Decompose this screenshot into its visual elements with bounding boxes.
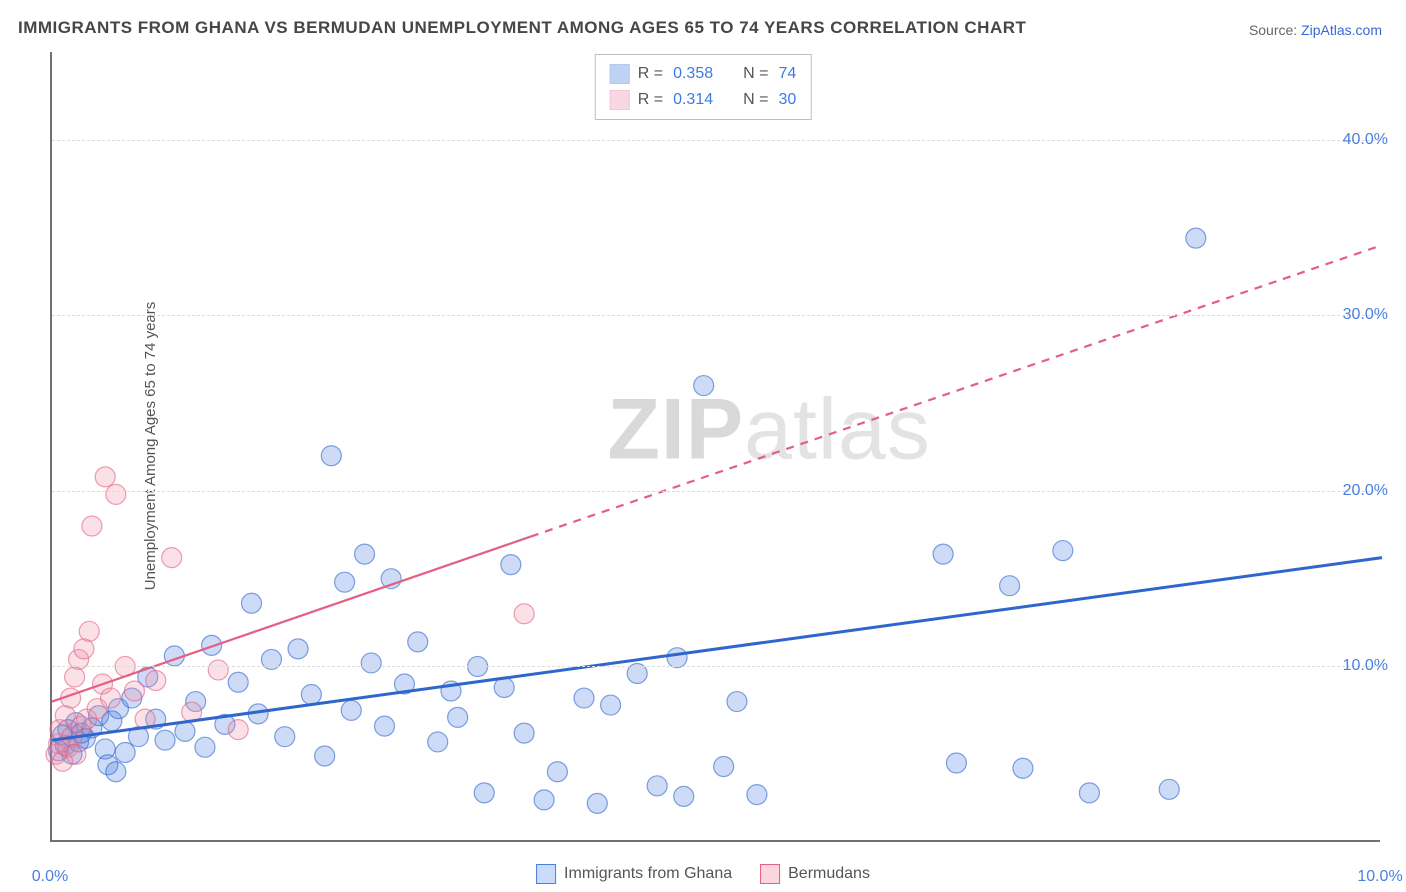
data-point: [514, 604, 534, 624]
y-tick-label: 40.0%: [1343, 131, 1388, 149]
legend-r-value: 0.358: [673, 61, 713, 87]
legend-n-value: 74: [778, 61, 796, 87]
legend-stats: R = 0.358 N = 74 R = 0.314 N = 30: [595, 54, 812, 120]
data-point: [408, 632, 428, 652]
chart-title: IMMIGRANTS FROM GHANA VS BERMUDAN UNEMPL…: [18, 18, 1026, 38]
data-point: [474, 783, 494, 803]
data-point: [228, 720, 248, 740]
data-point: [694, 376, 714, 396]
y-tick-label: 10.0%: [1343, 657, 1388, 675]
legend-swatch: [760, 864, 780, 884]
data-point: [727, 692, 747, 712]
data-point: [146, 670, 166, 690]
data-point: [647, 776, 667, 796]
data-point: [79, 621, 99, 641]
data-point: [162, 548, 182, 568]
data-point: [375, 716, 395, 736]
data-point: [124, 681, 144, 701]
legend-r-value: 0.314: [673, 87, 713, 113]
data-point: [106, 762, 126, 782]
legend-n-prefix: N =: [743, 61, 768, 87]
data-point: [714, 757, 734, 777]
data-point: [587, 793, 607, 813]
gridline: [52, 491, 1380, 492]
legend-r-prefix: R =: [638, 87, 663, 113]
data-point: [361, 653, 381, 673]
chart-container: IMMIGRANTS FROM GHANA VS BERMUDAN UNEMPL…: [0, 0, 1406, 892]
data-point: [547, 762, 567, 782]
legend-label: Immigrants from Ghana: [564, 865, 732, 883]
data-point: [106, 484, 126, 504]
data-point: [208, 660, 228, 680]
legend-item: Immigrants from Ghana: [536, 864, 732, 884]
data-point: [115, 742, 135, 762]
data-point: [95, 467, 115, 487]
data-point: [301, 685, 321, 705]
x-tick-label: 0.0%: [32, 868, 68, 886]
source-prefix: Source:: [1249, 22, 1301, 38]
data-point: [175, 721, 195, 741]
data-point: [601, 695, 621, 715]
gridline: [52, 666, 1380, 667]
data-point: [65, 667, 85, 687]
data-point: [321, 446, 341, 466]
data-point: [228, 672, 248, 692]
data-point: [747, 785, 767, 805]
data-point: [242, 593, 262, 613]
legend-swatch: [610, 64, 630, 84]
chart-source: Source: ZipAtlas.com: [1249, 22, 1382, 38]
data-point: [1186, 228, 1206, 248]
data-point: [66, 744, 86, 764]
trend-line-dash: [531, 245, 1382, 536]
data-point: [288, 639, 308, 659]
data-point: [101, 688, 121, 708]
data-point: [1013, 758, 1033, 778]
y-tick-label: 30.0%: [1343, 306, 1388, 324]
data-point: [355, 544, 375, 564]
data-point: [1079, 783, 1099, 803]
data-point: [1159, 779, 1179, 799]
data-point: [667, 648, 687, 668]
data-point: [946, 753, 966, 773]
legend-item: Bermudans: [760, 864, 870, 884]
data-point: [202, 635, 222, 655]
data-point: [155, 730, 175, 750]
data-point: [1000, 576, 1020, 596]
data-point: [448, 707, 468, 727]
data-point: [335, 572, 355, 592]
y-tick-label: 20.0%: [1343, 482, 1388, 500]
data-point: [674, 786, 694, 806]
data-point: [82, 516, 102, 536]
data-point: [501, 555, 521, 575]
data-point: [275, 727, 295, 747]
data-point: [74, 639, 94, 659]
data-point: [534, 790, 554, 810]
plot-svg: [52, 52, 1380, 840]
plot-area: ZIPatlas: [50, 52, 1380, 842]
data-point: [933, 544, 953, 564]
data-point: [341, 700, 361, 720]
legend-label: Bermudans: [788, 865, 870, 883]
legend-swatch: [536, 864, 556, 884]
data-point: [428, 732, 448, 752]
data-point: [195, 737, 215, 757]
legend-n-value: 30: [778, 87, 796, 113]
data-point: [1053, 541, 1073, 561]
legend-r-prefix: R =: [638, 61, 663, 87]
data-point: [315, 746, 335, 766]
legend-stat-row: R = 0.358 N = 74: [610, 61, 797, 87]
legend-swatch: [610, 90, 630, 110]
data-point: [574, 688, 594, 708]
x-tick-label: 10.0%: [1357, 868, 1402, 886]
gridline: [52, 315, 1380, 316]
legend-series: Immigrants from Ghana Bermudans: [536, 864, 870, 884]
legend-n-prefix: N =: [743, 87, 768, 113]
trend-line: [52, 558, 1382, 741]
trend-line: [52, 537, 531, 702]
gridline: [52, 140, 1380, 141]
data-point: [514, 723, 534, 743]
source-link[interactable]: ZipAtlas.com: [1301, 22, 1382, 38]
legend-stat-row: R = 0.314 N = 30: [610, 87, 797, 113]
